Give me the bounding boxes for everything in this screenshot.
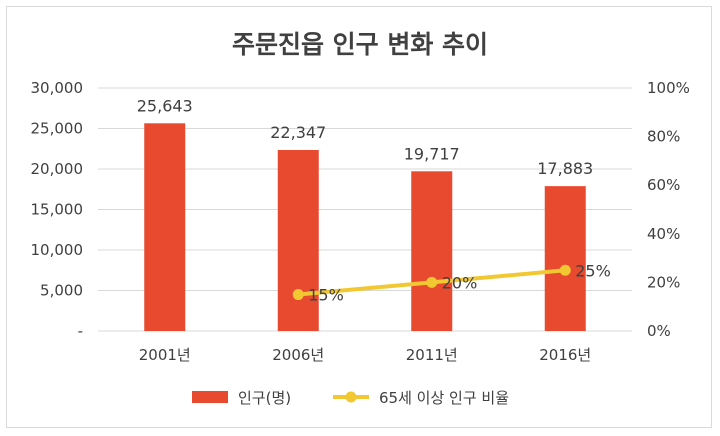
x-tick-label: 2011년: [406, 346, 458, 364]
legend-line-label: 65세 이상 인구 비율: [379, 389, 509, 407]
right-tick-label: 0%: [647, 322, 671, 340]
bar-data-label: 17,883: [537, 159, 593, 178]
line-data-label: 20%: [442, 273, 478, 292]
bar-data-label: 22,347: [270, 123, 326, 142]
left-tick-label: 15,000: [31, 201, 84, 219]
bar-data-label: 19,717: [404, 144, 460, 163]
x-tick-label: 2006년: [272, 346, 324, 364]
left-tick-label: 30,000: [31, 79, 84, 97]
legend: 인구(명) 65세 이상 인구 비율: [192, 389, 509, 407]
right-tick-label: 80%: [647, 128, 680, 146]
left-tick-label: 10,000: [31, 241, 84, 259]
left-tick-label: 25,000: [31, 120, 84, 138]
bar: [544, 186, 586, 331]
chart-frame: [6, 6, 712, 428]
bar: [277, 149, 319, 331]
right-tick-label: 40%: [647, 225, 680, 243]
right-tick-label: 60%: [647, 176, 680, 194]
gridlines: [98, 87, 632, 332]
bar: [144, 123, 186, 331]
right-axis-ticks: 0% 20% 40% 60% 80% 100%: [647, 79, 690, 340]
line-data-label: 15%: [308, 286, 344, 305]
left-tick-label: 5,000: [40, 282, 83, 300]
line-series: 15% 20% 25%: [292, 261, 611, 305]
x-tick-label: 2016년: [539, 346, 591, 364]
right-tick-label: 20%: [647, 273, 680, 291]
category-labels: 2001년 2006년 2011년 2016년: [139, 346, 591, 364]
legend-bar-swatch: [192, 391, 228, 403]
right-tick-label: 100%: [647, 79, 690, 97]
left-tick-label: 20,000: [31, 160, 84, 178]
bar-series: 25,643 22,347 19,717 17,883: [137, 96, 593, 331]
bar: [411, 171, 453, 331]
bar-data-label: 25,643: [137, 96, 193, 115]
chart-title: 주문진읍 인구 변화 추이: [232, 30, 488, 59]
legend-line-marker: [345, 391, 357, 403]
left-tick-label: -: [78, 322, 83, 340]
line-data-label: 25%: [575, 261, 611, 280]
legend-bar-label: 인구(명): [238, 389, 291, 407]
line-point: [292, 289, 304, 301]
left-axis-ticks: - 5,000 10,000 15,000 20,000 25,000 30,000: [31, 79, 84, 340]
x-tick-label: 2001년: [139, 346, 191, 364]
line-point: [559, 264, 571, 276]
line-point: [426, 276, 438, 288]
